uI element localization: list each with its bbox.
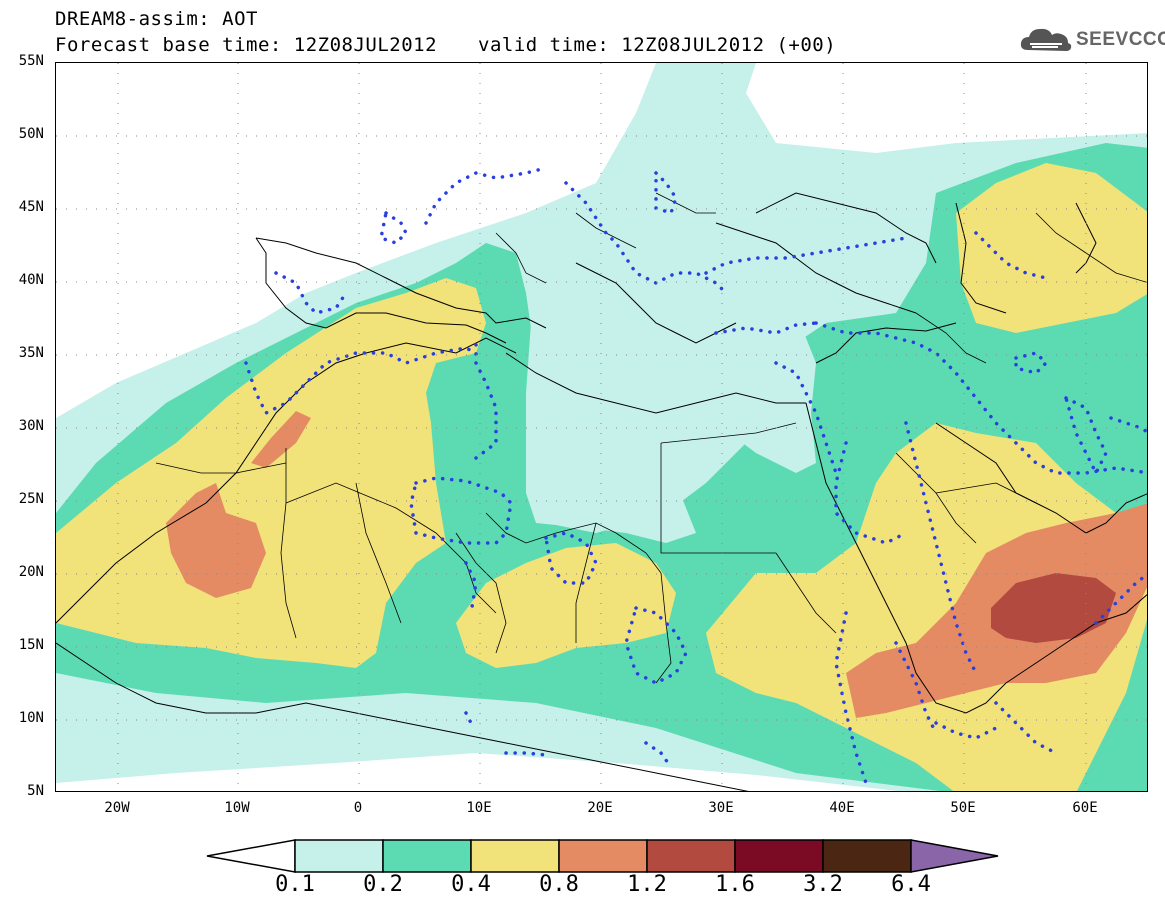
map-title: DREAM8-assim: AOT xyxy=(55,8,258,30)
forecast-base-time: Forecast base time: 12Z08JUL2012 xyxy=(55,34,438,56)
cloud-icon xyxy=(1020,28,1072,51)
valid-time: valid time: 12Z08JUL2012 (+00) xyxy=(478,34,837,56)
colorbar-swatch-0-2 xyxy=(382,839,472,873)
aot-low-interior xyxy=(526,263,816,543)
seevccc-logo: SEEVCCC xyxy=(1018,24,1165,56)
lat-label-15n: 15N xyxy=(18,637,44,653)
lat-label-35n: 35N xyxy=(18,345,44,361)
aot-band-0-4-caspian xyxy=(956,163,1147,333)
lon-label-0: 0 xyxy=(353,800,363,816)
colorbar-label-0-2: 0.2 xyxy=(363,872,403,897)
colorbar-label-0-4: 0.4 xyxy=(451,872,491,897)
lat-label-10n: 10N xyxy=(18,710,44,726)
logo-text: SEEVCCC xyxy=(1076,29,1165,50)
aot-band-0-4-west xyxy=(56,278,486,668)
colorbar-label-1-6: 1.6 xyxy=(715,872,755,897)
dotted-contours xyxy=(244,166,1147,785)
colorbar-under-arrow xyxy=(206,839,296,873)
colorbar-label-6-4: 6.4 xyxy=(891,872,931,897)
lat-label-45n: 45N xyxy=(18,199,44,215)
aot-band-1-2 xyxy=(991,573,1116,643)
lon-label-20e: 20E xyxy=(587,800,613,816)
aot-band-0-8-morocco xyxy=(251,411,311,468)
colorbar-swatch-0-1 xyxy=(294,839,384,873)
aot-map xyxy=(55,62,1148,792)
lat-label-20n: 20N xyxy=(18,564,44,580)
aot-field-map xyxy=(56,63,1147,791)
coastlines xyxy=(56,192,1147,791)
lon-label-10w: 10W xyxy=(224,800,250,816)
colorbar xyxy=(206,839,999,873)
lat-label-40n: 40N xyxy=(18,272,44,288)
lat-label-55n: 55N xyxy=(18,53,44,69)
aot-band-0-4-central xyxy=(456,543,676,668)
lon-label-30e: 30E xyxy=(708,800,734,816)
colorbar-label-0-8: 0.8 xyxy=(539,872,579,897)
colorbar-label-0-1: 0.1 xyxy=(275,872,315,897)
lat-label-50n: 50N xyxy=(18,126,44,142)
lon-label-40e: 40E xyxy=(829,800,855,816)
lon-label-20w: 20W xyxy=(104,800,130,816)
colorbar-swatch-0-4 xyxy=(470,839,560,873)
colorbar-label-1-2: 1.2 xyxy=(627,872,667,897)
colorbar-swatch-1-2 xyxy=(646,839,736,873)
aot-band-0-4-east xyxy=(706,423,1147,791)
graticule xyxy=(56,63,1147,791)
lon-label-50e: 50E xyxy=(950,800,976,816)
lat-label-5n: 5N xyxy=(27,783,44,799)
lat-label-25n: 25N xyxy=(18,491,44,507)
colorbar-label-3-2: 3.2 xyxy=(803,872,843,897)
colorbar-swatch-1-6 xyxy=(734,839,824,873)
lon-label-10e: 10E xyxy=(466,800,492,816)
colorbar-swatch-0-8 xyxy=(558,839,648,873)
lat-label-30n: 30N xyxy=(18,418,44,434)
colorbar-over-arrow xyxy=(910,839,999,873)
lon-label-60e: 60E xyxy=(1072,800,1098,816)
colorbar-swatch-3-2 xyxy=(822,839,912,873)
